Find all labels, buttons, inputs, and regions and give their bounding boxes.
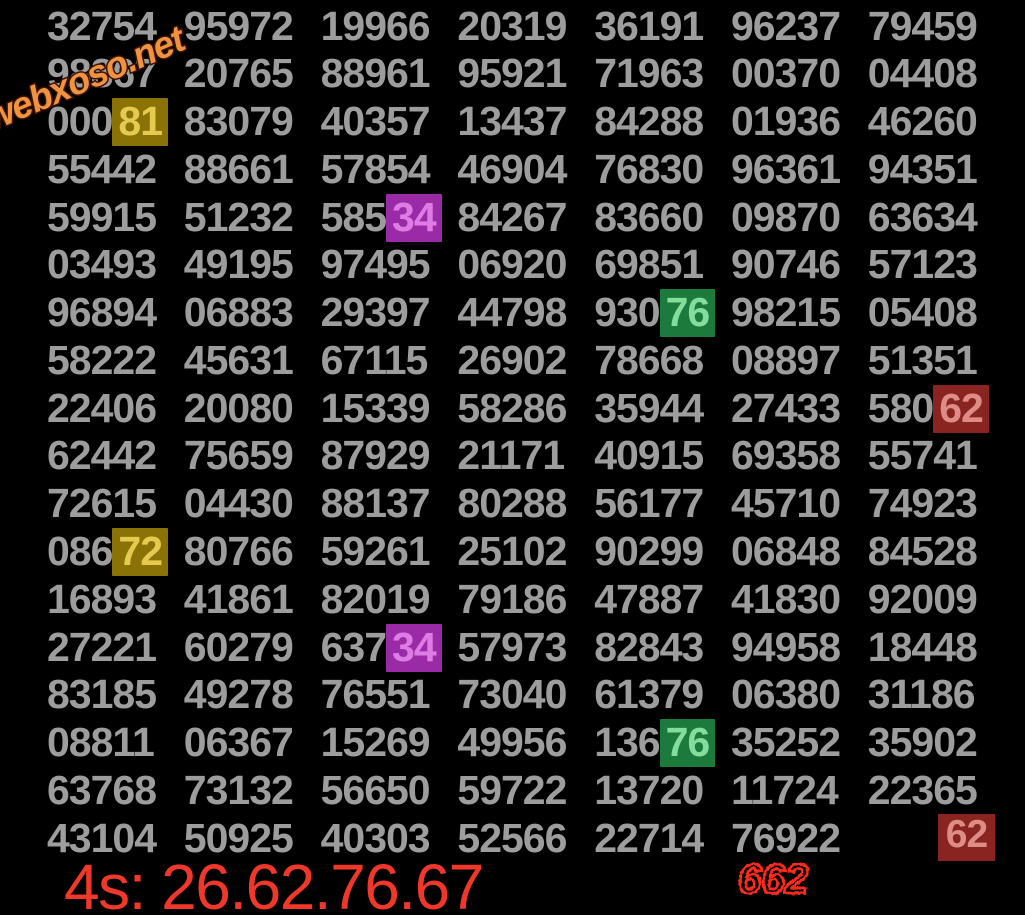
svg-text:662: 662: [738, 855, 808, 902]
